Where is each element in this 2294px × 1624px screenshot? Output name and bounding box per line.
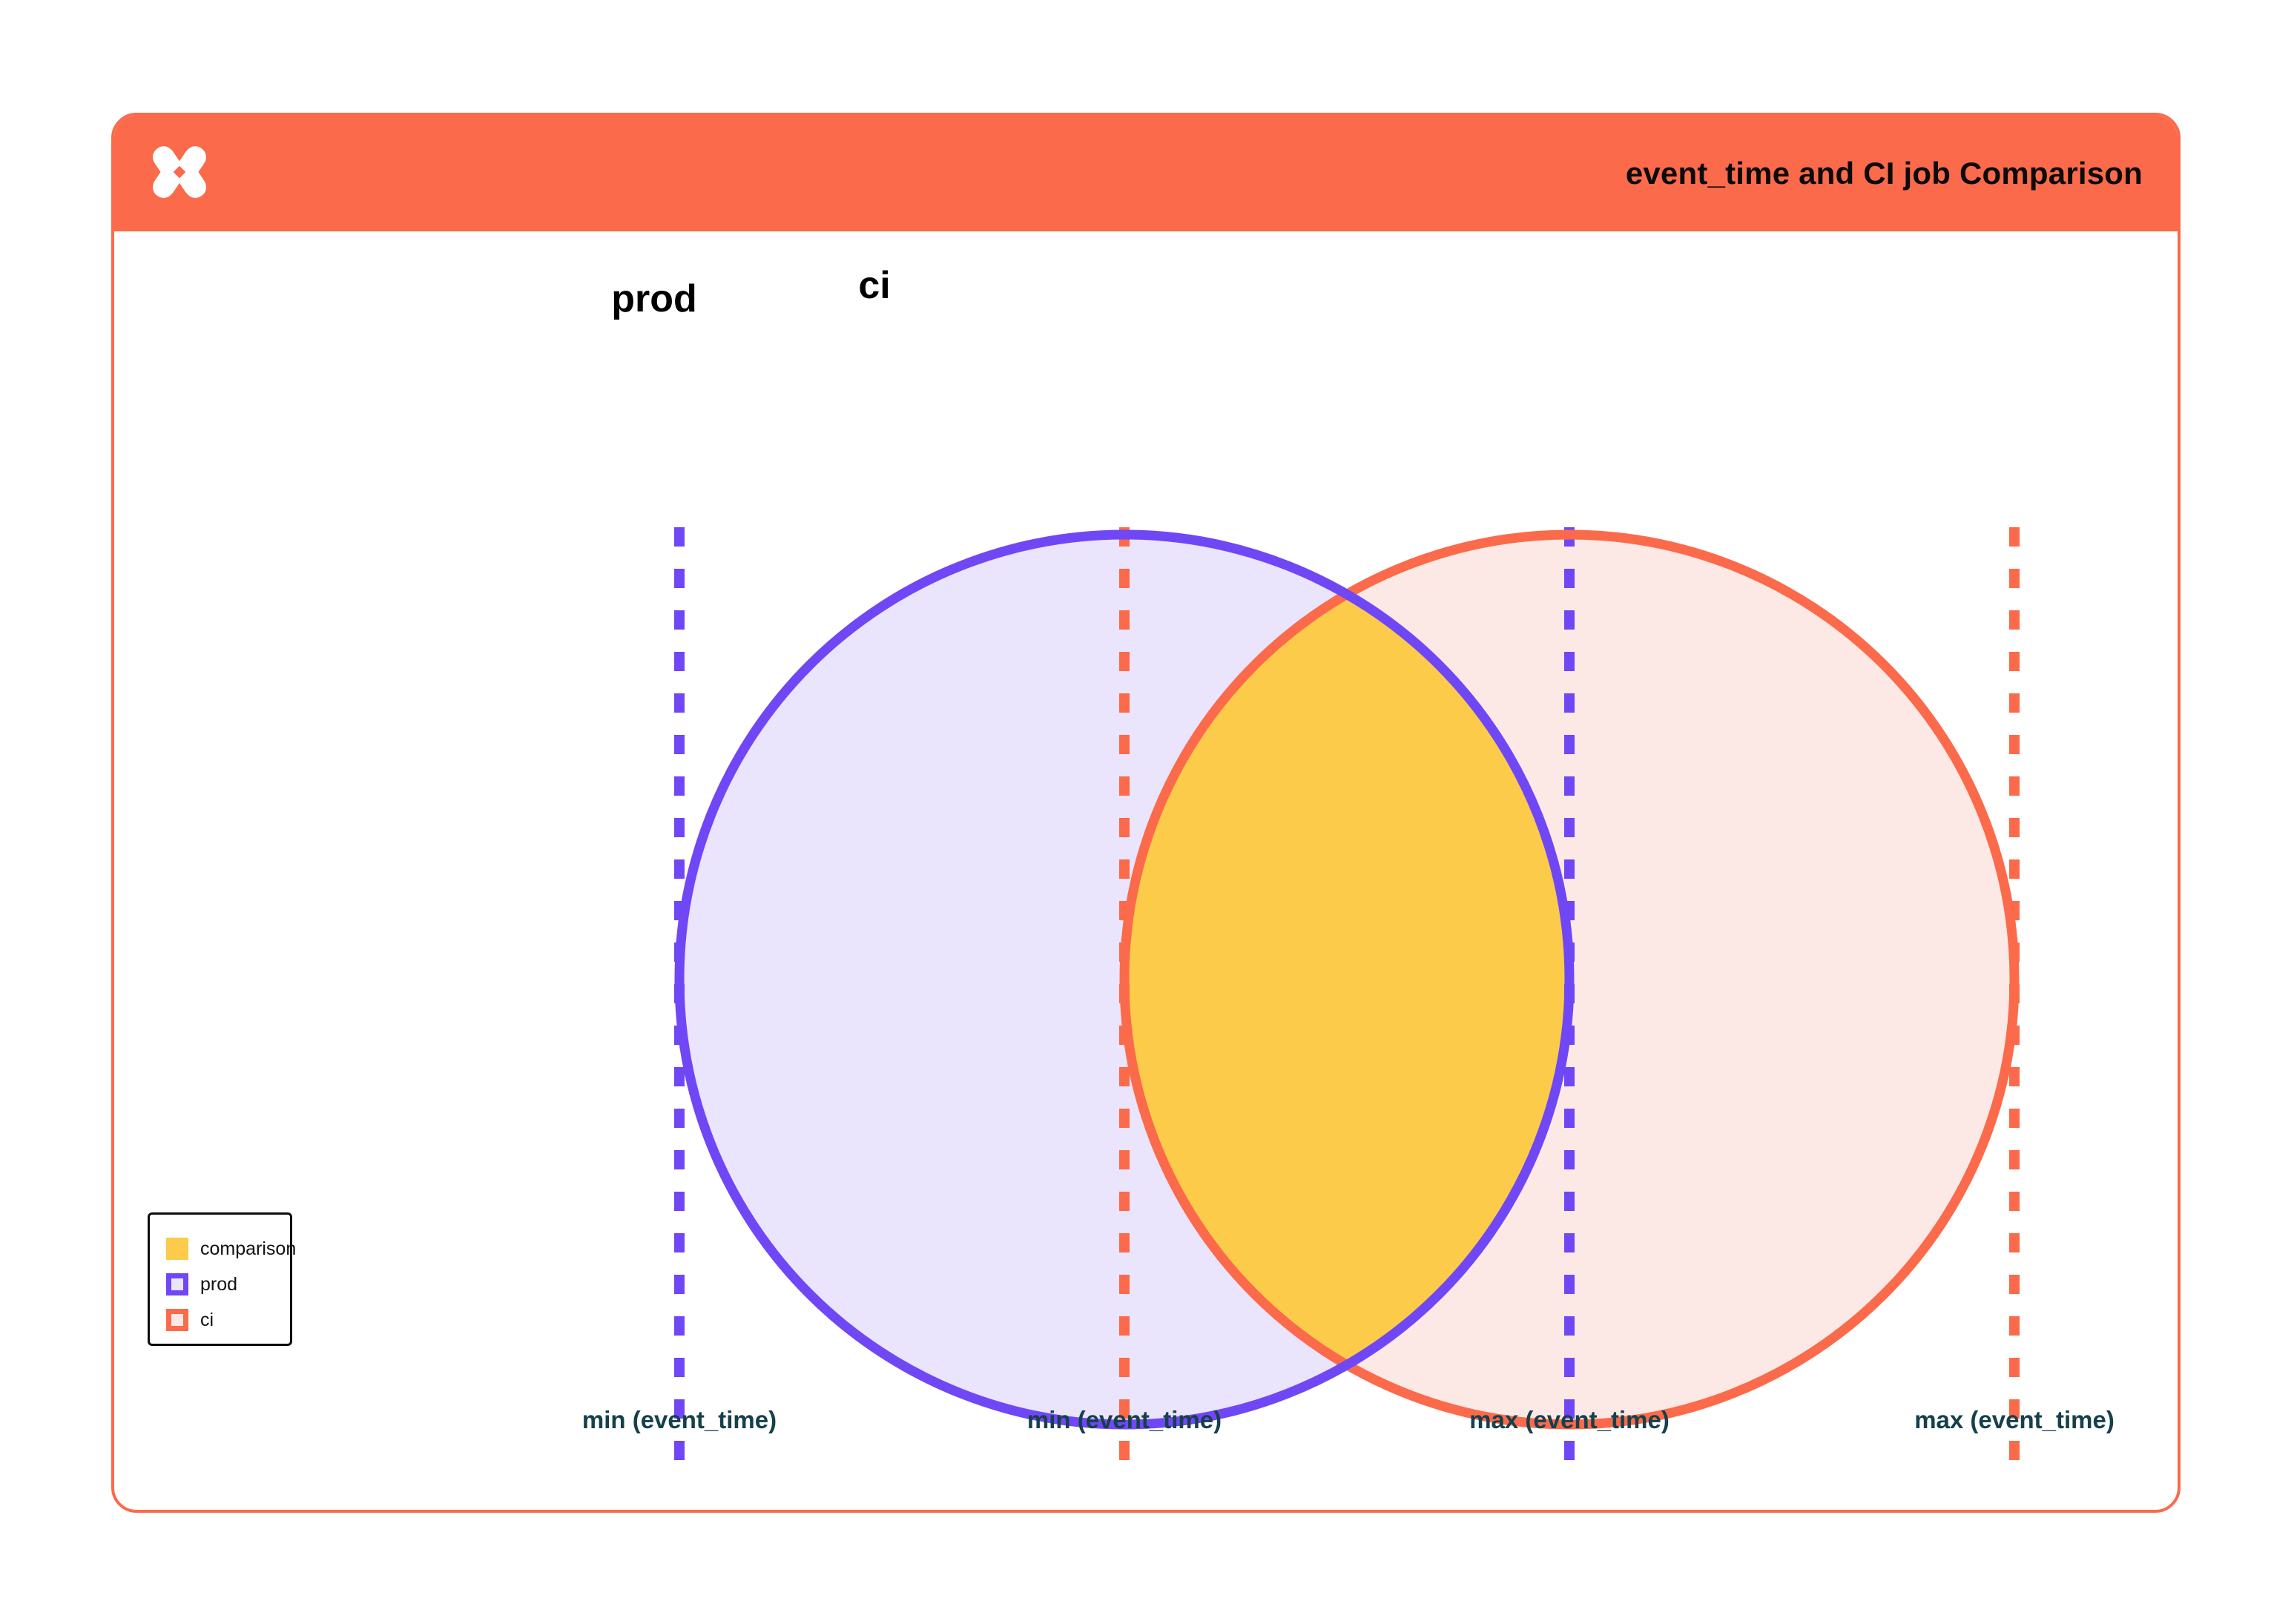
ci-circle-outline	[1119, 529, 2020, 1430]
tick-label-ci-min: min (event_time)	[1026, 1406, 1222, 1433]
legend-swatch-comparison	[166, 1238, 188, 1260]
venn-diagram	[674, 527, 2020, 1473]
legend-label-prod: prod	[200, 1273, 238, 1295]
tick-label-prod-min: min (event_time)	[581, 1406, 777, 1433]
diagram-card: event_time and CI job Comparison	[111, 113, 2181, 1513]
prod-circle-outline	[674, 529, 1575, 1430]
comparison-intersection-fill	[1124, 535, 1569, 1425]
legend-label-ci: ci	[200, 1309, 214, 1330]
legend: comparison prod ci	[148, 1212, 296, 1346]
x-star-logo-icon	[143, 137, 216, 210]
legend-item-prod: prod	[150, 1267, 290, 1302]
tick-label-ci-max: max (event_time)	[1914, 1406, 2115, 1433]
page-title: event_time and CI job Comparison	[1625, 155, 2143, 191]
legend-item-comparison: comparison	[150, 1231, 296, 1267]
set-label-prod: prod	[611, 277, 697, 320]
set-label-ci: ci	[858, 264, 891, 307]
legend-label-comparison: comparison	[200, 1238, 297, 1259]
card-header: event_time and CI job Comparison	[114, 116, 2178, 231]
legend-item-ci: ci	[150, 1302, 290, 1338]
tick-label-prod-max: max (event_time)	[1469, 1406, 1670, 1433]
legend-swatch-ci	[166, 1309, 188, 1331]
venn-plot-area: prod ci min (event_time) min (event_time…	[114, 232, 2178, 1510]
legend-swatch-prod	[166, 1273, 188, 1295]
